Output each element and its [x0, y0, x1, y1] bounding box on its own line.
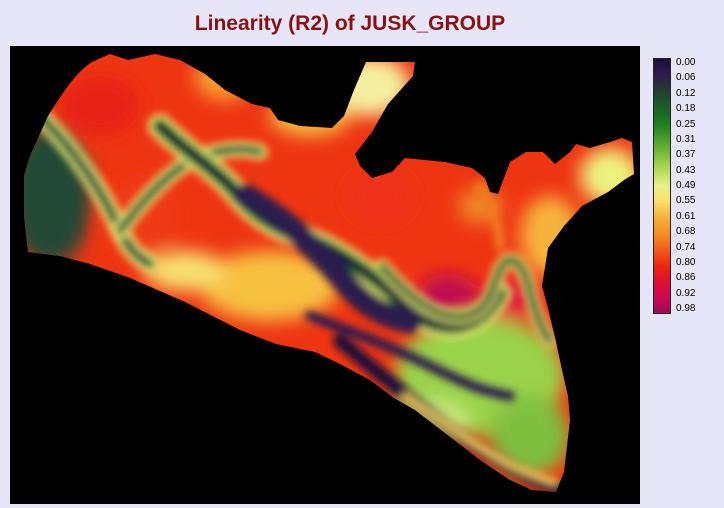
colorbar-tick-label: 0.25 [676, 118, 696, 130]
field-top-yellow [330, 56, 410, 116]
field-red-mid [348, 170, 412, 222]
colorbar-tick-label: 0.98 [676, 303, 696, 314]
band-orange-right [475, 181, 505, 251]
band-yellow-bottom [402, 393, 558, 485]
colorbar-tick-label: 0.86 [676, 272, 696, 284]
colorbar-tick-label: 0.61 [676, 210, 696, 222]
colorbar-tick-label: 0.00 [676, 57, 696, 68]
colorbar-tick-label: 0.37 [676, 149, 696, 161]
colorbar-tick-label: 0.43 [676, 164, 696, 176]
heatmap-plot-area [10, 46, 640, 504]
colorbar-labels: 0.00 0.06 0.12 0.18 0.25 0.31 0.37 0.43 0.49 0.55… [676, 58, 720, 314]
colorbar-tick-label: 0.49 [676, 180, 696, 191]
field-red-lower [376, 414, 428, 438]
band-dark-1 [37, 113, 153, 267]
colorbar-tick-label: 0.92 [676, 287, 696, 299]
chart-title: Linearity (R2) of JUSK_GROUP [194, 12, 506, 35]
field-green-right [490, 396, 570, 476]
colorbar-tick-label: 0.31 [676, 133, 696, 145]
colorbar-tick-label: 0.06 [676, 72, 696, 84]
field-top-orange [270, 96, 350, 136]
colorbar-tick-label: 0.55 [676, 195, 696, 207]
band-dark-3 [155, 121, 505, 331]
colorbar-tick-label: 0.18 [676, 103, 696, 115]
band-dark-lower [305, 311, 515, 401]
band-dark-2 [118, 147, 262, 233]
field-lower-yellow [145, 251, 225, 291]
colorbar-tick-label: 0.74 [676, 241, 696, 253]
band-dark-4 [380, 258, 552, 343]
field-left-dark [24, 126, 92, 266]
colorbar [653, 58, 671, 314]
field-mid-yellow [200, 251, 340, 321]
field-left-top [60, 76, 140, 136]
field-right-orange [520, 196, 580, 276]
colorbar-tick-label: 0.12 [676, 87, 696, 99]
colorbar-tick-label: 0.80 [676, 256, 696, 268]
band-dark-wide [233, 184, 422, 333]
heatmap-svg [24, 54, 634, 492]
field-top-mid [195, 54, 255, 100]
field-right-yellow [580, 148, 634, 204]
colorbar-tick-label: 0.68 [676, 226, 696, 238]
